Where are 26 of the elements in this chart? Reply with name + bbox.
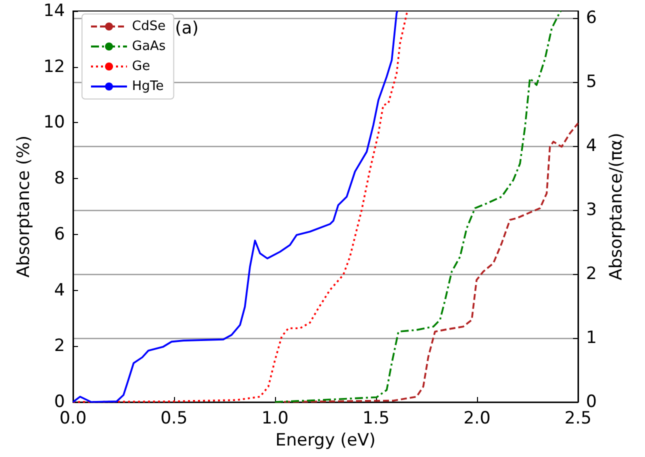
y2-tick-label: 3 [586, 200, 597, 220]
y-tick-label: 10 [43, 112, 65, 133]
y-tick-label: 4 [54, 280, 65, 300]
y2-tick-label: 5 [586, 72, 597, 92]
legend-label: CdSe [132, 19, 166, 34]
x-tick-label: 1.5 [362, 408, 390, 428]
y2-axis-title: Absorptance/(πα) [606, 132, 626, 280]
annotation: (a) [175, 18, 199, 38]
y-tick-label: 6 [54, 224, 65, 244]
line-series [274, 10, 562, 403]
x-tick-label: 0.5 [160, 408, 188, 428]
y-tick-label: 2 [54, 336, 65, 356]
legend-label: GaAs [132, 39, 166, 54]
y-tick-label: 12 [43, 56, 65, 77]
x-axis-title: Energy (eV) [275, 430, 376, 450]
y-axis-title: Absorptance (%) [14, 136, 34, 278]
y-tick-label: 8 [54, 168, 65, 189]
y2-tick-label: 6 [586, 8, 597, 28]
x-tick-label: 1.0 [261, 408, 289, 428]
y-tick-label: 14 [43, 1, 65, 21]
y2-tick-label: 1 [586, 328, 597, 348]
legend-label: Ge [132, 59, 150, 74]
y2-tick-label: 4 [586, 136, 597, 156]
x-tick-label: 2.0 [463, 408, 491, 428]
legend-label: HgTe [132, 79, 164, 94]
y2-tick-label: 2 [586, 264, 597, 284]
